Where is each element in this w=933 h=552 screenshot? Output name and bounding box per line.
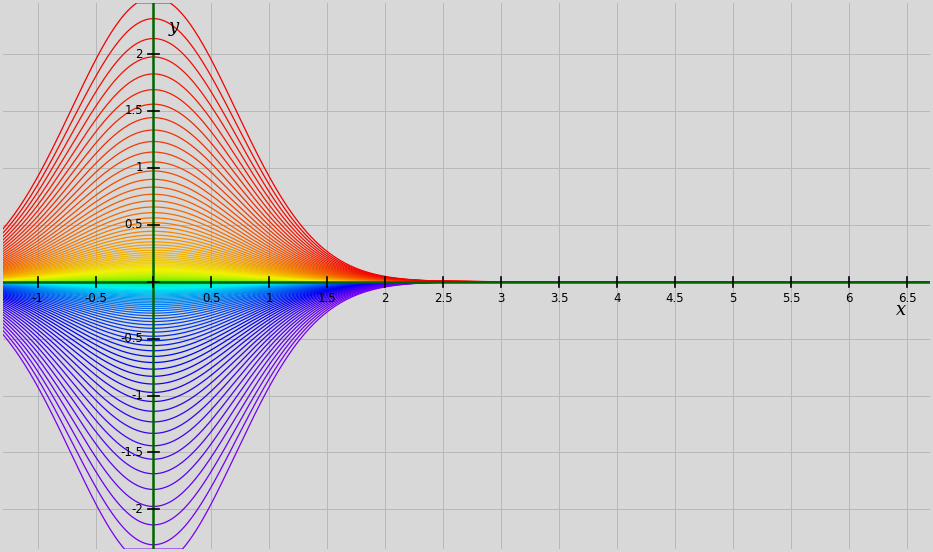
Text: 2: 2	[135, 47, 143, 61]
Text: -0.5: -0.5	[84, 292, 107, 305]
Text: 3: 3	[497, 292, 505, 305]
Text: -1: -1	[32, 292, 44, 305]
Text: 1.5: 1.5	[124, 104, 143, 118]
Text: -2: -2	[132, 503, 143, 516]
Text: 1: 1	[135, 161, 143, 174]
Text: 4: 4	[614, 292, 621, 305]
Text: 5.5: 5.5	[782, 292, 801, 305]
Text: 0.5: 0.5	[202, 292, 221, 305]
Text: 4.5: 4.5	[666, 292, 685, 305]
Text: 1.5: 1.5	[318, 292, 337, 305]
Text: -1.5: -1.5	[120, 446, 143, 459]
Text: -1: -1	[132, 389, 143, 402]
Text: x: x	[897, 301, 906, 319]
Text: 1: 1	[266, 292, 273, 305]
Text: 3.5: 3.5	[550, 292, 568, 305]
Text: 2.5: 2.5	[434, 292, 453, 305]
Text: 6: 6	[845, 292, 853, 305]
Text: 5: 5	[730, 292, 737, 305]
Text: 0.5: 0.5	[124, 218, 143, 231]
Text: -0.5: -0.5	[120, 332, 143, 345]
Text: 6.5: 6.5	[898, 292, 916, 305]
Text: y: y	[169, 18, 179, 35]
Text: 2: 2	[382, 292, 389, 305]
